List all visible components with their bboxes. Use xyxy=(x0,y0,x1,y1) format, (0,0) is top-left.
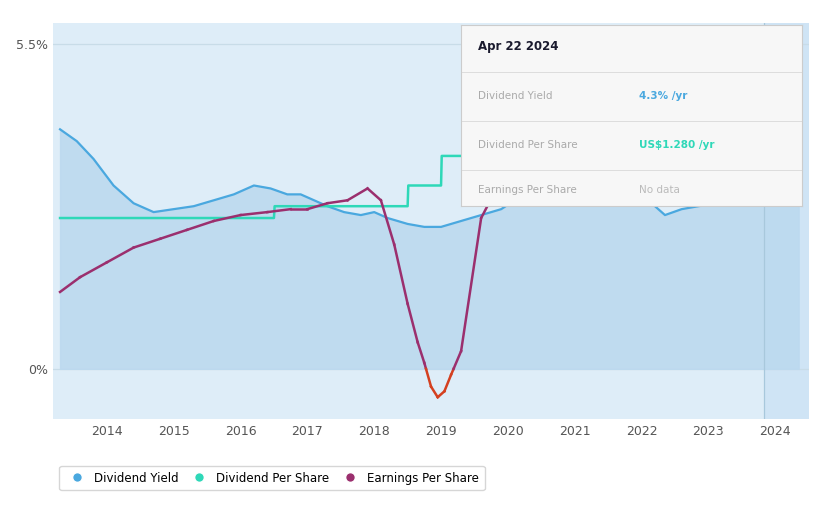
Text: Apr 22 2024: Apr 22 2024 xyxy=(479,40,559,53)
Text: Earnings Per Share: Earnings Per Share xyxy=(479,184,577,195)
Legend: Dividend Yield, Dividend Per Share, Earnings Per Share: Dividend Yield, Dividend Per Share, Earn… xyxy=(59,466,484,490)
Text: Past: Past xyxy=(768,52,792,66)
Text: No data: No data xyxy=(639,184,680,195)
Text: Dividend Per Share: Dividend Per Share xyxy=(479,140,578,150)
Text: 4.3% /yr: 4.3% /yr xyxy=(639,91,687,101)
Text: US$1.280 /yr: US$1.280 /yr xyxy=(639,140,714,150)
Bar xyxy=(764,23,809,419)
Text: Dividend Yield: Dividend Yield xyxy=(479,91,553,101)
